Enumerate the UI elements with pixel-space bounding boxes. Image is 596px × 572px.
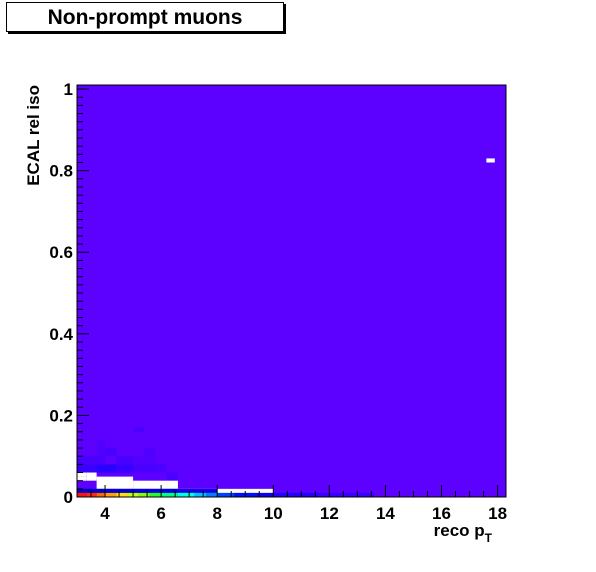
heatmap-cell — [105, 448, 117, 457]
y-axis-ticks: 0 0.2 0.4 0.6 0.8 1 — [49, 80, 89, 507]
x-tick-label: 16 — [432, 504, 451, 523]
heatmap-cell — [77, 476, 87, 481]
heatmap-cell — [256, 492, 274, 497]
heatmap-cell — [318, 492, 375, 497]
y-tick-label: 0 — [64, 488, 73, 507]
heatmap-cell — [133, 427, 145, 432]
heatmap-cell — [116, 464, 134, 473]
x-tick-label: 8 — [212, 504, 221, 523]
heatmap-cell — [77, 464, 97, 473]
y-axis-label: ECAL rel iso — [24, 85, 43, 186]
heatmap-cell — [105, 492, 117, 497]
heatmap-cell — [133, 488, 178, 493]
x-axis-label-subscript: T — [485, 531, 493, 545]
heatmap-cell — [133, 464, 156, 473]
heatmap-cell — [205, 492, 218, 497]
heatmap-background — [77, 85, 506, 497]
heatmap-cells — [77, 85, 506, 497]
x-tick-label: 18 — [488, 504, 507, 523]
heatmap-cell — [144, 448, 156, 457]
heatmap-cell — [96, 464, 117, 473]
x-tick-label: 6 — [156, 504, 165, 523]
plot-frame — [76, 84, 507, 498]
y-tick-label: 0.6 — [49, 243, 73, 262]
heatmap-cell — [86, 488, 106, 493]
y-tick-label: 0.4 — [49, 325, 73, 344]
x-tick-label: 14 — [376, 504, 395, 523]
y-tick-label: 0.2 — [49, 406, 73, 425]
heatmap-cell — [177, 492, 195, 497]
heatmap-cell — [96, 476, 134, 489]
heatmap-cell — [77, 472, 87, 477]
x-axis-label: reco pT — [434, 521, 493, 545]
heatmap-cell — [77, 492, 87, 497]
heatmap-cell — [161, 492, 178, 497]
heatmap-cell — [96, 439, 106, 457]
chart-title: Non-prompt muons — [47, 6, 243, 29]
heatmap-cell — [166, 472, 178, 481]
heatmap-cell — [155, 464, 167, 473]
heatmap-cell — [116, 456, 134, 465]
y-tick-label: 0.8 — [49, 162, 73, 181]
heatmap-cell — [133, 480, 178, 489]
heatmap-cell — [486, 158, 495, 163]
heatmap-cell — [96, 492, 106, 497]
heatmap-cell — [77, 488, 87, 493]
heatmap-cell — [86, 472, 97, 481]
x-tick-label: 4 — [100, 504, 110, 523]
heatmap-cell — [138, 492, 150, 497]
x-tick-label: 10 — [264, 504, 283, 523]
heatmap-cell — [133, 456, 156, 465]
heatmap-cell — [177, 488, 218, 493]
x-axis-label-main: reco p — [434, 521, 485, 540]
heatmap-cell — [86, 492, 97, 497]
heatmap-cell — [194, 492, 206, 497]
x-tick-label: 12 — [320, 504, 339, 523]
heatmap-cell — [116, 492, 128, 497]
heatmap-cell — [149, 492, 162, 497]
heatmap-cell — [105, 488, 134, 493]
title-box: Non-prompt muons — [6, 2, 284, 32]
heatmap-cell — [273, 492, 319, 497]
heatmap-cell — [217, 492, 235, 497]
heatmap-cell — [177, 488, 274, 493]
y-tick-label: 1 — [64, 80, 73, 99]
heatmap-cell — [77, 456, 87, 465]
x-axis-ticks: 4 6 8 10 12 14 16 18 — [90, 485, 507, 523]
heatmap-cell — [86, 456, 106, 465]
